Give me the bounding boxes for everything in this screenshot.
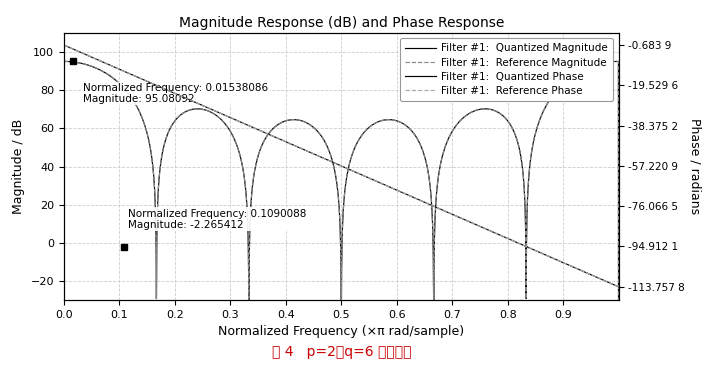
Filter #1:  Reference Magnitude: (0.42, 64.5): Reference Magnitude: (0.42, 64.5) [293, 117, 301, 122]
Filter #1:  Quantized Magnitude: (0.42, 64.5): Quantized Magnitude: (0.42, 64.5) [293, 117, 301, 122]
Filter #1:  Quantized Magnitude: (1e-06, 95.1): Quantized Magnitude: (1e-06, 95.1) [60, 59, 68, 64]
Filter #1:  Quantized Magnitude: (0.969, 94.1): Quantized Magnitude: (0.969, 94.1) [597, 61, 606, 66]
Filter #1:  Quantized Magnitude: (0.475, 50.2): Quantized Magnitude: (0.475, 50.2) [324, 145, 332, 149]
Filter #1:  Quantized Phase: (1, -114): Quantized Phase: (1, -114) [614, 285, 623, 289]
Filter #1:  Quantized Phase: (0.919, -105): Quantized Phase: (0.919, -105) [570, 265, 578, 269]
Filter #1:  Reference Phase: (1, -114): Reference Phase: (1, -114) [614, 285, 623, 289]
Filter #1:  Quantized Magnitude: (0.727, 67.1): Quantized Magnitude: (0.727, 67.1) [463, 113, 471, 117]
Filter #1:  Reference Phase: (0, -0.684): Reference Phase: (0, -0.684) [60, 43, 68, 47]
Filter #1:  Reference Phase: (0.475, -54.4): Reference Phase: (0.475, -54.4) [324, 158, 332, 162]
Filter #1:  Quantized Phase: (0.475, -54.4): Quantized Phase: (0.475, -54.4) [324, 158, 332, 162]
Filter #1:  Quantized Magnitude: (0.428, 64): Quantized Magnitude: (0.428, 64) [297, 119, 306, 123]
Filter #1:  Reference Magnitude: (0.428, 64): Reference Magnitude: (0.428, 64) [297, 119, 306, 123]
Filter #1:  Reference Magnitude: (1e-06, 95.1): Reference Magnitude: (1e-06, 95.1) [60, 59, 68, 64]
Filter #1:  Quantized Phase: (0.726, -82.8): Quantized Phase: (0.726, -82.8) [463, 219, 471, 223]
Filter #1:  Quantized Phase: (0.969, -110): Quantized Phase: (0.969, -110) [597, 277, 606, 281]
Filter #1:  Reference Magnitude: (0.475, 50.2): Reference Magnitude: (0.475, 50.2) [324, 145, 332, 149]
Text: 图 4   p=2、q=6 幅频响应: 图 4 p=2、q=6 幅频响应 [272, 345, 411, 359]
Filter #1:  Reference Phase: (0.726, -82.8): Reference Phase: (0.726, -82.8) [463, 219, 471, 223]
Line: Filter #1:  Quantized Phase: Filter #1: Quantized Phase [64, 45, 619, 287]
Filter #1:  Reference Magnitude: (0.92, 88): Reference Magnitude: (0.92, 88) [570, 72, 578, 77]
Y-axis label: Magnitude / dB: Magnitude / dB [12, 119, 25, 214]
Filter #1:  Quantized Phase: (0.428, -49.1): Quantized Phase: (0.428, -49.1) [297, 146, 306, 151]
Filter #1:  Reference Phase: (0.969, -110): Reference Phase: (0.969, -110) [597, 277, 606, 281]
Line: Filter #1:  Reference Magnitude: Filter #1: Reference Magnitude [64, 61, 619, 366]
Filter #1:  Reference Phase: (0.919, -105): Reference Phase: (0.919, -105) [570, 265, 578, 269]
Filter #1:  Reference Magnitude: (0.727, 67.1): Reference Magnitude: (0.727, 67.1) [463, 113, 471, 117]
Filter #1:  Reference Phase: (0.42, -48.2): Reference Phase: (0.42, -48.2) [293, 145, 301, 149]
Line: Filter #1:  Reference Phase: Filter #1: Reference Phase [64, 45, 619, 287]
Text: Normalized Frequency: 0.1090088
Magnitude: -2.265412: Normalized Frequency: 0.1090088 Magnitud… [128, 209, 306, 230]
Line: Filter #1:  Quantized Magnitude: Filter #1: Quantized Magnitude [64, 61, 619, 366]
Filter #1:  Quantized Magnitude: (0.92, 88): Quantized Magnitude: (0.92, 88) [570, 72, 578, 77]
Legend: Filter #1:  Quantized Magnitude, Filter #1:  Reference Magnitude, Filter #1:  Qu: Filter #1: Quantized Magnitude, Filter #… [400, 38, 614, 101]
Filter #1:  Quantized Phase: (0, -0.684): Quantized Phase: (0, -0.684) [60, 43, 68, 47]
Text: Normalized Frequency: 0.01538086
Magnitude: 95.08092: Normalized Frequency: 0.01538086 Magnitu… [83, 83, 269, 104]
Filter #1:  Reference Phase: (0.428, -49.1): Reference Phase: (0.428, -49.1) [297, 146, 306, 151]
Filter #1:  Quantized Phase: (0.42, -48.2): Quantized Phase: (0.42, -48.2) [293, 145, 301, 149]
Title: Magnitude Response (dB) and Phase Response: Magnitude Response (dB) and Phase Respon… [178, 16, 504, 30]
X-axis label: Normalized Frequency (×π rad/sample): Normalized Frequency (×π rad/sample) [218, 325, 464, 339]
Filter #1:  Reference Magnitude: (0.969, 94.1): Reference Magnitude: (0.969, 94.1) [597, 61, 606, 66]
Y-axis label: Phase / radians: Phase / radians [689, 119, 702, 214]
